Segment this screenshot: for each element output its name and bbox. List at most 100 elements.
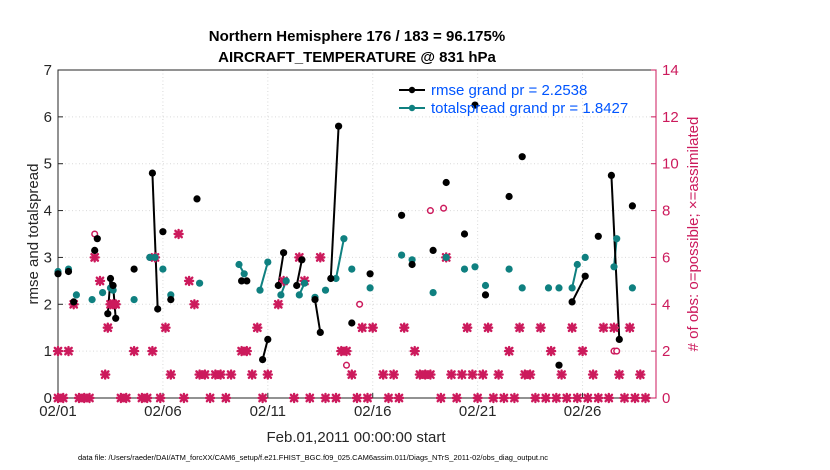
rmse-point [64, 267, 73, 276]
totalspread-point [235, 260, 243, 269]
assimilated-point [102, 322, 114, 333]
assimilated-point [425, 369, 436, 380]
assimilated-point [378, 369, 389, 380]
assimilated-point [587, 369, 599, 380]
y-tick-label: 6 [44, 109, 52, 126]
rmse-point [327, 274, 335, 283]
assimilated-point [603, 392, 614, 404]
y-right-tick-label: 8 [662, 203, 670, 220]
assimilated-point [530, 392, 541, 404]
y-right-tick-label: 4 [662, 296, 670, 313]
assimilated-point [141, 392, 153, 404]
rmse-point [148, 169, 156, 177]
rmse-point [348, 319, 356, 327]
totalspread-point [321, 286, 330, 294]
totalspread-point [471, 263, 479, 271]
x-tick-label: 02/01 [39, 403, 77, 420]
assimilated-point [220, 392, 232, 404]
assimilated-point [608, 322, 620, 333]
rmse-point [91, 246, 99, 254]
assimilated-point [204, 392, 216, 404]
totalspread-point [240, 270, 248, 278]
assimilated-point [556, 369, 567, 380]
assimilated-point [409, 345, 420, 357]
rmse-line [329, 126, 340, 279]
assimilated-point [320, 392, 331, 404]
assimilated-point [435, 392, 447, 404]
assimilated-point [462, 322, 473, 333]
totalspread-point [277, 291, 285, 299]
rmse-point [106, 274, 115, 283]
possible-point [613, 347, 621, 355]
totalspread-point [398, 251, 406, 259]
rmse-point [471, 101, 479, 109]
rmse-point [615, 335, 623, 343]
assimilated-point [63, 345, 74, 357]
assimilated-point [503, 345, 515, 357]
assimilated-point [189, 299, 200, 310]
assimilated-point [120, 392, 132, 404]
assimilated-point [451, 392, 462, 404]
y-right-tick-label: 6 [662, 249, 670, 266]
assimilated-point [456, 369, 468, 380]
legend: rmse grand pr = 2.2538 totalspread grand… [399, 82, 628, 117]
totalspread-point [568, 284, 576, 292]
assimilated-point [165, 369, 177, 380]
series-points [52, 101, 651, 404]
totalspread-point [256, 286, 264, 294]
rmse-point [607, 171, 616, 179]
assimilated-point [257, 392, 268, 404]
totalspread-point [72, 291, 80, 299]
totalspread-line [259, 261, 269, 291]
y-right-tick-label: 12 [662, 109, 679, 126]
rmse-point [628, 202, 637, 210]
assimilated-point [467, 369, 478, 380]
assimilated-point [482, 322, 494, 333]
totalspread-line [571, 264, 579, 289]
rmse-point [568, 298, 576, 306]
rmse-point [442, 178, 450, 187]
totalspread-point [555, 284, 563, 292]
rmse-point [429, 246, 437, 254]
totalspread-point [88, 296, 96, 304]
assimilated-point [215, 369, 226, 380]
totalspread-point [581, 253, 589, 261]
assimilated-point [640, 392, 651, 404]
assimilated-point [346, 369, 357, 380]
assimilated-point [341, 345, 352, 357]
assimilated-point [199, 369, 211, 380]
rmse-point [259, 356, 267, 364]
rmse-point [112, 314, 120, 322]
assimilated-point [110, 299, 121, 310]
assimilated-point [147, 345, 158, 357]
y-tick-label: 7 [44, 62, 52, 79]
totalspread-point [518, 284, 526, 292]
assimilated-point [488, 392, 499, 404]
x-tick-label: 02/06 [144, 403, 182, 420]
x-tick-label: 02/21 [459, 403, 497, 420]
y-tick-label: 1 [44, 343, 52, 360]
assimilated-point [535, 322, 546, 333]
totalspread-point [151, 253, 159, 261]
assimilated-point [362, 392, 373, 404]
totalspread-point [332, 274, 340, 283]
assimilated-point [84, 392, 95, 404]
assimilated-point [99, 369, 111, 380]
ticks: 02/01 02/06 02/11 02/16 02/21 02/260123456702… [39, 62, 678, 420]
rmse-line [571, 275, 587, 303]
assimilated-point [614, 369, 625, 380]
totalspread-point [348, 265, 356, 273]
legend-rmse-marker [408, 86, 416, 94]
rmse-point [316, 328, 324, 336]
totalspread-point [196, 279, 204, 287]
y-tick-label: 3 [44, 249, 52, 266]
assimilated-point [330, 392, 342, 404]
legend-spread-text: totalspread grand pr = 1.8427 [431, 100, 628, 117]
totalspread-point [505, 265, 513, 273]
assimilated-point [498, 392, 510, 404]
x-tick-label: 02/11 [250, 403, 286, 420]
rmse-point [104, 310, 112, 318]
y-axis-label: rmse and totalspread [25, 164, 42, 305]
rmse-point [335, 122, 343, 130]
